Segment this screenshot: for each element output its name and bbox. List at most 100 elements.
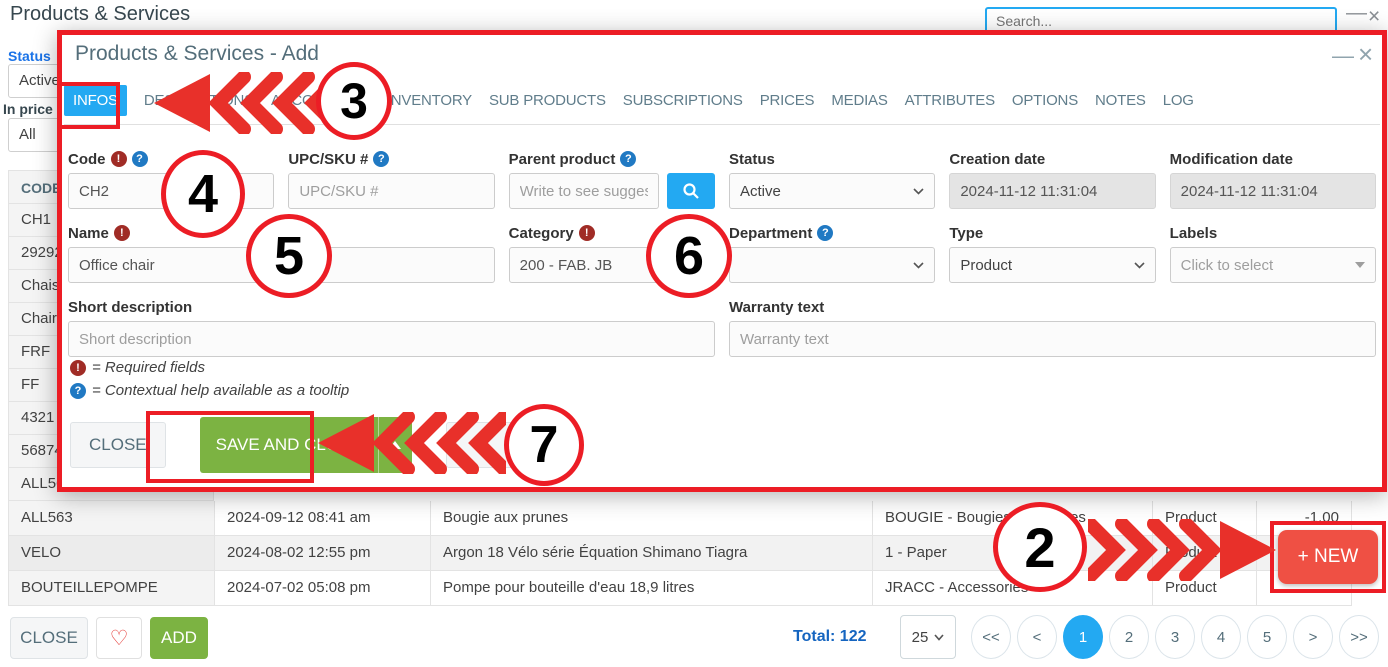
cell-name: Pompe pour bouteille d'eau 18,9 litres [430, 571, 872, 605]
upc-input[interactable] [288, 173, 495, 209]
short-description-input[interactable] [68, 321, 715, 357]
cell-date: 2024-07-02 05:08 pm [214, 571, 430, 605]
tab-log[interactable]: LOG [1162, 92, 1194, 109]
step-badge: 7 [504, 404, 584, 486]
table-row[interactable]: BOUTEILLEPOMPE 2024-07-02 05:08 pm Pompe… [8, 571, 1352, 606]
tab-prices[interactable]: PRICES [759, 92, 815, 109]
status-select[interactable]: Active [728, 173, 936, 209]
help-icon[interactable]: ? [373, 151, 390, 167]
short-description-field: Short description [68, 297, 715, 357]
chevron-down-icon [1134, 261, 1145, 269]
page-number-button[interactable]: 3 [1155, 615, 1195, 659]
footer-close-button[interactable]: CLOSE [10, 617, 88, 659]
page-size-value: 25 [911, 628, 929, 646]
form-legend: ! = Required fields ? = Contextual help av… [70, 359, 349, 405]
page-number-button[interactable]: 5 [1247, 615, 1287, 659]
parent-product-search-button[interactable] [666, 173, 715, 209]
warranty-input[interactable] [728, 321, 1376, 357]
page-first-button[interactable]: << [971, 615, 1011, 659]
page-size-select[interactable]: 25 [900, 615, 956, 659]
required-icon: ! [110, 151, 127, 167]
type-field: Type Product [949, 223, 1156, 283]
labels-label: Labels [1169, 224, 1218, 242]
parent-product-input[interactable] [508, 173, 659, 209]
cell-type: Product [1152, 571, 1256, 605]
footer-add-button[interactable]: ADD [150, 617, 208, 659]
warranty-field: Warranty text [728, 297, 1376, 357]
page-number-button[interactable]: 4 [1201, 615, 1241, 659]
cell-category: 1 - Paper [872, 536, 1152, 570]
modification-date-label: Modification date [1169, 150, 1293, 168]
highlight-box-infos [58, 82, 120, 129]
help-icon[interactable]: ? [817, 225, 834, 241]
status-field: Status Active [728, 149, 936, 209]
help-icon[interactable]: ? [131, 151, 148, 167]
page-last-button[interactable]: >> [1339, 615, 1379, 659]
required-legend-text: = Required fields [92, 359, 205, 376]
department-label: Department [728, 224, 813, 242]
search-input[interactable] [985, 7, 1337, 34]
modification-date-field: Modification date [1169, 149, 1376, 209]
price-list-filter-label: In price list [3, 101, 57, 117]
tab-sub-products[interactable]: SUB PRODUCTS [488, 92, 606, 109]
pagination: << < 1 2 3 4 5 > >> [971, 615, 1379, 659]
modal-minimize-icon[interactable]: — [1332, 43, 1354, 68]
window-close-icon[interactable]: × [1368, 5, 1381, 28]
labels-select[interactable]: Click to select [1169, 247, 1376, 283]
department-field: Department? [728, 223, 936, 283]
cell-name: Argon 18 Vélo série Équation Shimano Tia… [430, 536, 872, 570]
status-label: Status [728, 150, 775, 168]
new-button[interactable]: + NEW [1278, 530, 1378, 584]
step-badge: 6 [646, 214, 732, 298]
step-badge: 4 [161, 150, 245, 238]
favorite-button[interactable]: ♡ [96, 617, 142, 659]
parent-product-label: Parent product [508, 150, 616, 168]
required-icon: ! [70, 359, 86, 376]
page-next-button[interactable]: > [1293, 615, 1333, 659]
type-label: Type [949, 224, 984, 242]
window-minimize-icon[interactable]: — [1346, 1, 1367, 24]
modal-title: Products & Services - Add [75, 42, 319, 65]
type-select[interactable]: Product [949, 247, 1156, 283]
search-icon [683, 183, 699, 199]
total-count-label: Total: 122 [793, 628, 867, 645]
caret-down-icon [1354, 262, 1365, 268]
step-badge: 2 [993, 502, 1087, 592]
tab-medias[interactable]: MEDIAS [831, 92, 888, 109]
modification-date-input [1169, 173, 1376, 209]
tab-attributes[interactable]: ATTRIBUTES [904, 92, 995, 109]
warranty-label: Warranty text [728, 298, 825, 316]
chevron-down-icon [913, 261, 924, 269]
highlight-box-new [1270, 521, 1386, 593]
arrow-left-icon [154, 72, 342, 134]
category-label: Category [508, 224, 574, 242]
required-icon: ! [578, 225, 595, 241]
required-icon: ! [113, 225, 130, 241]
help-legend-text: = Contextual help available as a tooltip [92, 382, 350, 399]
cell-code: VELO [8, 536, 214, 570]
type-value: Product [960, 256, 1013, 274]
modal-close-icon[interactable]: × [1358, 39, 1374, 69]
status-filter-label: Status [8, 48, 51, 64]
parent-product-field: Parent product? [508, 149, 715, 209]
name-label: Name [68, 224, 109, 242]
tab-inventory[interactable]: INVENTORY [386, 92, 472, 109]
cell-code: ALL563 [8, 501, 214, 535]
arrow-left-icon [318, 412, 506, 474]
tab-subscriptions[interactable]: SUBSCRIPTIONS [622, 92, 743, 109]
code-label: Code [68, 150, 106, 168]
creation-date-label: Creation date [949, 150, 1046, 168]
modal-buttons: CLOSE SAVE AND CLOSE [70, 417, 528, 473]
footer-bar: CLOSE ♡ ADD Total: 122 25 << < 1 2 3 4 5… [0, 612, 1388, 662]
page-number-button[interactable]: 1 [1063, 615, 1103, 659]
page-prev-button[interactable]: < [1017, 615, 1057, 659]
chevron-down-icon [913, 187, 924, 195]
tab-notes[interactable]: NOTES [1095, 92, 1146, 109]
help-icon[interactable]: ? [620, 151, 637, 167]
cell-name: Bougie aux prunes [430, 501, 872, 535]
cell-type: Product [1152, 501, 1256, 535]
department-select[interactable] [728, 247, 936, 283]
tab-options[interactable]: OPTIONS [1011, 92, 1078, 109]
page-number-button[interactable]: 2 [1109, 615, 1149, 659]
upc-label: UPC/SKU # [288, 150, 369, 168]
